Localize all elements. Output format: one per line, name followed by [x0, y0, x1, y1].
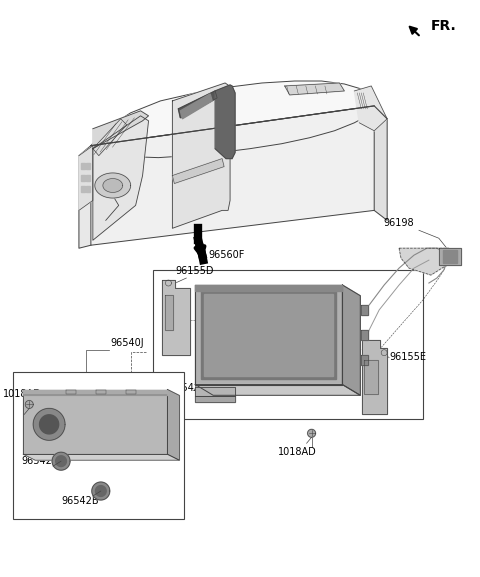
- Text: 96155D: 96155D: [175, 266, 214, 276]
- Text: 96554A: 96554A: [164, 383, 201, 392]
- Polygon shape: [79, 145, 93, 211]
- Text: FR.: FR.: [431, 19, 456, 33]
- Polygon shape: [342, 285, 360, 395]
- Polygon shape: [92, 482, 110, 500]
- Polygon shape: [195, 387, 235, 396]
- Polygon shape: [23, 454, 180, 460]
- Polygon shape: [168, 389, 180, 460]
- Polygon shape: [204, 294, 334, 376]
- Bar: [153, 270, 423, 419]
- Polygon shape: [362, 340, 387, 414]
- Polygon shape: [179, 91, 217, 118]
- Polygon shape: [195, 396, 235, 402]
- Polygon shape: [166, 295, 173, 330]
- Polygon shape: [81, 175, 85, 181]
- Polygon shape: [33, 409, 65, 440]
- Polygon shape: [86, 186, 90, 193]
- Text: 1018AD: 1018AD: [278, 447, 317, 457]
- Text: 96198: 96198: [384, 218, 414, 228]
- Polygon shape: [308, 429, 315, 437]
- Polygon shape: [93, 111, 148, 149]
- Polygon shape: [126, 389, 136, 395]
- Polygon shape: [215, 85, 235, 159]
- Polygon shape: [23, 389, 168, 454]
- Polygon shape: [93, 119, 127, 156]
- Polygon shape: [195, 285, 342, 291]
- Text: 96560F: 96560F: [208, 250, 245, 260]
- Polygon shape: [172, 159, 224, 183]
- Polygon shape: [399, 248, 449, 275]
- Polygon shape: [172, 83, 230, 228]
- Polygon shape: [443, 250, 457, 263]
- Polygon shape: [86, 175, 90, 181]
- Polygon shape: [195, 285, 342, 384]
- Polygon shape: [361, 355, 368, 365]
- Polygon shape: [93, 116, 148, 240]
- Text: 96542B: 96542B: [61, 496, 99, 506]
- Text: 1018AD: 1018AD: [3, 389, 42, 399]
- Polygon shape: [361, 305, 368, 315]
- Polygon shape: [96, 486, 106, 496]
- Polygon shape: [95, 173, 131, 198]
- Polygon shape: [81, 163, 85, 168]
- Polygon shape: [180, 94, 212, 119]
- Polygon shape: [91, 106, 374, 245]
- Polygon shape: [52, 452, 70, 470]
- Polygon shape: [364, 359, 378, 395]
- Polygon shape: [79, 145, 91, 248]
- Polygon shape: [162, 280, 190, 355]
- Polygon shape: [374, 106, 387, 220]
- Polygon shape: [195, 384, 360, 395]
- Polygon shape: [354, 86, 387, 131]
- Text: 96155E: 96155E: [389, 351, 426, 362]
- Text: 96540J: 96540J: [111, 338, 144, 348]
- Polygon shape: [81, 186, 85, 193]
- Polygon shape: [285, 83, 344, 95]
- Polygon shape: [201, 291, 336, 379]
- Bar: [13, 372, 184, 519]
- Polygon shape: [86, 163, 90, 168]
- Polygon shape: [25, 400, 33, 409]
- Polygon shape: [56, 456, 66, 467]
- Polygon shape: [39, 415, 59, 434]
- Polygon shape: [361, 330, 368, 340]
- Polygon shape: [96, 389, 106, 395]
- Text: 96542B: 96542B: [21, 456, 59, 466]
- Polygon shape: [103, 179, 122, 192]
- Polygon shape: [91, 81, 374, 158]
- Polygon shape: [66, 389, 76, 395]
- Polygon shape: [23, 389, 168, 395]
- Polygon shape: [439, 248, 461, 265]
